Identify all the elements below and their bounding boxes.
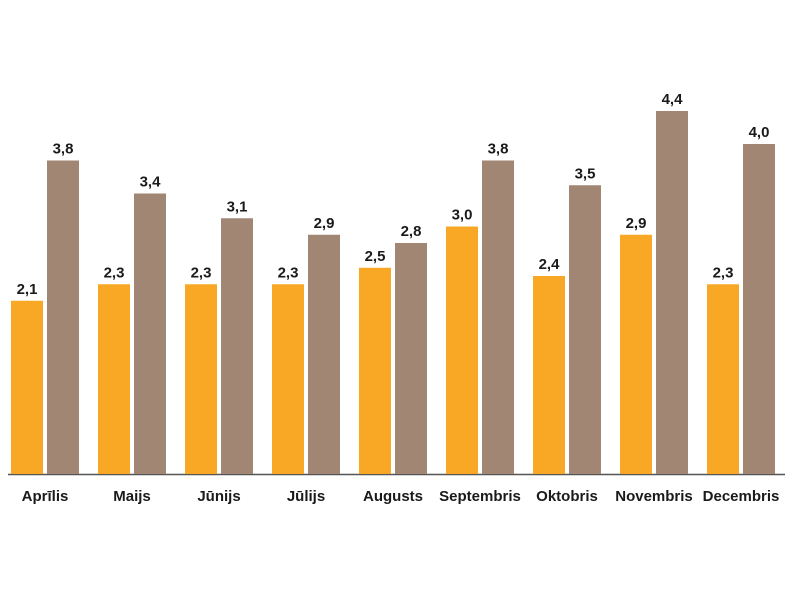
data-label-series-2-7: 3,5: [575, 165, 596, 182]
bar-series-2-5: [395, 243, 427, 474]
x-tick-label-2: Maijs: [113, 488, 151, 505]
bar-series-1-2: [98, 284, 130, 474]
data-label-series-2-9: 4,0: [749, 124, 770, 141]
bar-series-2-6: [482, 160, 514, 474]
data-label-series-2-6: 3,8: [488, 141, 509, 158]
data-label-series-1-5: 2,5: [365, 248, 386, 265]
data-label-series-2-1: 3,8: [53, 141, 74, 158]
data-label-series-2-4: 2,9: [314, 215, 335, 232]
data-label-series-2-5: 2,8: [401, 223, 422, 240]
bar-series-1-4: [272, 284, 304, 474]
bar-series-1-3: [185, 284, 217, 474]
data-label-series-1-8: 2,9: [626, 215, 647, 232]
data-label-series-2-3: 3,1: [227, 198, 248, 215]
bar-series-1-5: [359, 267, 391, 474]
data-label-series-1-6: 3,0: [452, 207, 473, 224]
data-label-series-1-1: 2,1: [17, 281, 38, 298]
bar-series-1-1: [11, 300, 43, 474]
bar-series-2-7: [569, 185, 601, 474]
x-tick-label-9: Decembris: [703, 488, 780, 505]
bar-series-1-7: [533, 276, 565, 474]
x-tick-label-6: Septembris: [439, 488, 521, 505]
bar-series-2-9: [743, 144, 775, 474]
bar-series-2-3: [221, 218, 253, 474]
x-tick-label-7: Oktobris: [536, 488, 598, 505]
data-label-series-2-8: 4,4: [662, 91, 684, 108]
bar-series-2-4: [308, 234, 340, 474]
data-label-series-1-9: 2,3: [713, 264, 734, 281]
bar-series-1-6: [446, 226, 478, 474]
x-tick-label-5: Augusts: [363, 488, 423, 505]
bar-series-1-8: [620, 234, 652, 474]
x-tick-label-8: Novembris: [615, 488, 693, 505]
bar-series-2-2: [134, 193, 166, 474]
data-label-series-1-4: 2,3: [278, 264, 299, 281]
x-tick-label-1: Aprīlis: [22, 488, 69, 505]
data-label-series-1-2: 2,3: [104, 264, 125, 281]
data-label-series-1-7: 2,4: [539, 256, 561, 273]
bar-series-2-8: [656, 111, 688, 474]
x-tick-label-4: Jūlijs: [287, 488, 325, 505]
bar-series-2-1: [47, 160, 79, 474]
x-tick-label-3: Jūnijs: [197, 488, 240, 505]
data-label-series-1-3: 2,3: [191, 264, 212, 281]
data-label-series-2-2: 3,4: [140, 174, 162, 191]
bar-series-1-9: [707, 284, 739, 474]
